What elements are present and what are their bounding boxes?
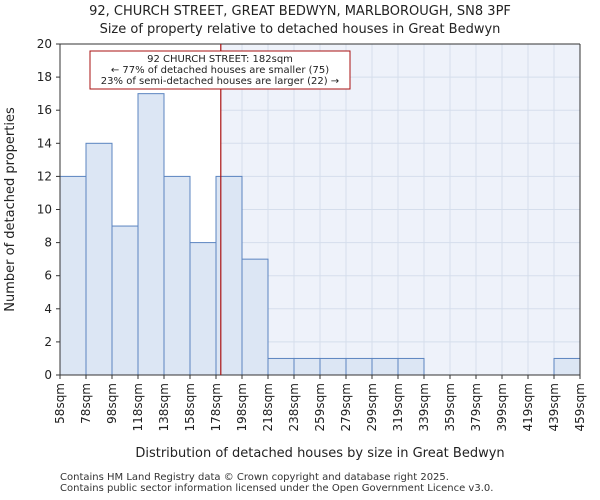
bar-259sqm <box>319 357 347 376</box>
x-tick-label: 319sqm <box>391 383 405 431</box>
x-tick-label: 78sqm <box>79 383 93 424</box>
bar-299sqm <box>371 357 399 376</box>
x-tick-label: 259sqm <box>313 383 327 431</box>
bar-198sqm <box>241 258 269 376</box>
annotation-line-2: ← 77% of detached houses are smaller (75… <box>111 65 329 76</box>
bar-78sqm <box>85 142 113 376</box>
y-tick-label: 8 <box>44 236 52 250</box>
x-tick-label: 138sqm <box>157 383 171 431</box>
x-tick-label: 399sqm <box>495 383 509 431</box>
x-tick-label: 178sqm <box>209 383 223 431</box>
y-tick-label: 12 <box>37 169 52 183</box>
y-tick-label: 4 <box>44 302 52 316</box>
annotation-box <box>89 50 351 90</box>
bar-98sqm <box>111 225 139 376</box>
x-tick-label: 158sqm <box>183 383 197 431</box>
chart-title: Size of property relative to detached ho… <box>99 22 501 37</box>
x-tick-label: 279sqm <box>339 383 353 431</box>
annotation-line-1: 92 CHURCH STREET: 182sqm <box>147 54 293 65</box>
y-tick-label: 10 <box>37 203 52 217</box>
y-tick-label: 18 <box>37 70 52 84</box>
y-tick-label: 0 <box>44 368 52 382</box>
annotation-line-3: 23% of semi-detached houses are larger (… <box>101 76 339 87</box>
x-tick-label: 98sqm <box>105 383 119 424</box>
y-tick-label: 2 <box>44 335 52 349</box>
x-tick-label: 379sqm <box>469 383 483 431</box>
bar-279sqm <box>345 357 373 376</box>
bar-238sqm <box>293 357 321 376</box>
bar-138sqm <box>163 175 191 376</box>
x-tick-label: 359sqm <box>443 383 457 431</box>
y-tick-label: 14 <box>37 136 52 150</box>
x-tick-label: 58sqm <box>53 383 67 424</box>
x-tick-label: 439sqm <box>547 383 561 431</box>
x-tick-label: 118sqm <box>131 383 145 431</box>
x-tick-label: 198sqm <box>235 383 249 431</box>
bar-218sqm <box>267 357 295 376</box>
chart-title-address: 92, CHURCH STREET, GREAT BEDWYN, MARLBOR… <box>89 4 511 19</box>
bar-178sqm <box>215 175 243 376</box>
x-tick-label: 339sqm <box>417 383 431 431</box>
y-tick-label: 6 <box>44 269 52 283</box>
y-tick-label: 20 <box>37 37 52 51</box>
x-tick-label: 238sqm <box>287 383 301 431</box>
bar-439sqm <box>553 357 581 376</box>
y-axis-label: Number of detached properties <box>3 107 18 312</box>
x-tick-label: 218sqm <box>261 383 275 431</box>
bar-158sqm <box>189 242 217 376</box>
footer-licence: Contains public sector information licen… <box>60 483 494 494</box>
bar-319sqm <box>397 357 425 376</box>
x-tick-label: 299sqm <box>365 383 379 431</box>
bar-118sqm <box>137 93 165 376</box>
footer-copyright: Contains HM Land Registry data © Crown c… <box>60 472 449 483</box>
x-axis-label: Distribution of detached houses by size … <box>135 446 504 461</box>
x-tick-label: 419sqm <box>521 383 535 431</box>
y-tick-label: 16 <box>37 103 52 117</box>
bar-58sqm <box>59 175 87 376</box>
x-tick-label: 459sqm <box>573 383 587 431</box>
